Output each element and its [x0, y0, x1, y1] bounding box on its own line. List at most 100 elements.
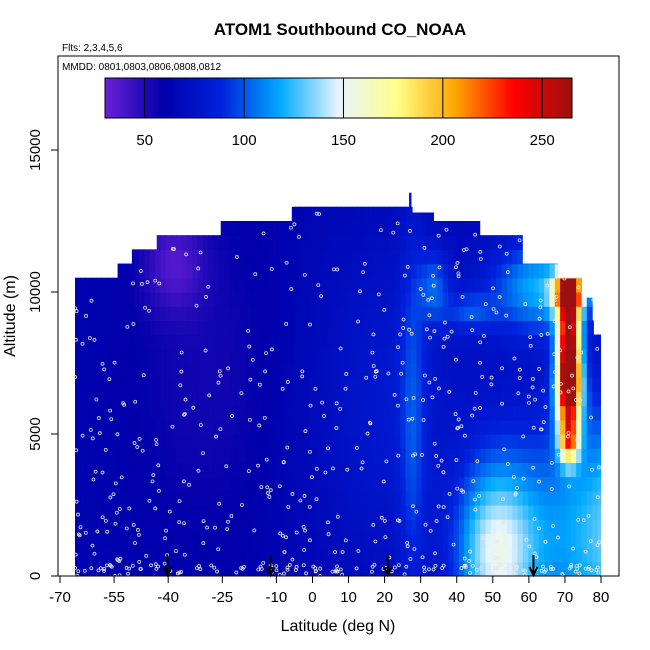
sample-point: [300, 369, 305, 374]
heatmap-cell: [154, 419, 161, 435]
sample-point: [82, 568, 87, 573]
heatmap-cell: [282, 249, 289, 265]
sample-point: [157, 489, 161, 493]
heatmap-cell: [357, 320, 364, 336]
heatmap-cell: [496, 235, 503, 250]
sample-point: [298, 498, 303, 503]
heatmap-cell: [512, 292, 519, 307]
heatmap-cell: [437, 419, 444, 435]
heatmap-cell: [426, 249, 433, 265]
heatmap-cell: [410, 334, 417, 350]
heatmap-cell: [533, 462, 540, 478]
heatmap-cell: [85, 263, 92, 279]
heatmap-cell: [512, 363, 519, 378]
y-tick-label: 5000: [27, 417, 44, 450]
heatmap-cell: [448, 434, 455, 449]
heatmap-cell: [149, 320, 156, 336]
heatmap-cell: [325, 192, 332, 208]
heatmap-cell: [464, 448, 471, 463]
heatmap-cell: [416, 519, 423, 534]
heatmap-cell: [490, 476, 497, 492]
heatmap-cell: [186, 306, 193, 321]
heatmap-cell: [128, 320, 135, 336]
heatmap-cell: [480, 221, 487, 236]
heatmap-cell: [298, 377, 305, 392]
heatmap-cell: [106, 277, 113, 293]
heatmap-cell: [320, 192, 327, 208]
x-tick-label: 60: [521, 589, 538, 606]
sample-point: [167, 509, 172, 514]
sample-point: [362, 261, 367, 266]
heatmap-cell: [165, 263, 172, 279]
heatmap-cell: [229, 348, 236, 364]
heatmap-cell: [384, 419, 391, 435]
heatmap-cell: [570, 462, 577, 478]
sample-point: [401, 317, 406, 322]
heatmap-cell: [218, 490, 225, 506]
heatmap-cell: [416, 462, 423, 478]
heatmap-cell: [389, 419, 396, 435]
x-tick-label: 80: [593, 589, 610, 606]
heatmap-cell: [474, 462, 481, 478]
heatmap-cell: [544, 277, 551, 293]
sample-point: [491, 286, 495, 291]
sample-point: [201, 519, 206, 524]
heatmap-cell: [533, 505, 540, 520]
sample-point: [89, 298, 94, 303]
heatmap-cell: [517, 377, 524, 392]
sample-point: [541, 388, 545, 393]
heatmap-cell: [240, 249, 247, 265]
sample-point: [566, 431, 571, 435]
heatmap-cell: [213, 348, 220, 364]
heatmap-cell: [394, 561, 401, 576]
sample-point: [373, 539, 378, 544]
sample-point: [384, 459, 389, 464]
heatmap-cell: [165, 519, 172, 534]
heatmap-cell: [506, 348, 513, 364]
heatmap-cell: [442, 277, 449, 293]
sample-point: [198, 250, 203, 255]
sample-point: [538, 427, 543, 432]
heatmap-cell: [442, 490, 449, 506]
heatmap-cell: [336, 363, 343, 378]
heatmap-cell: [176, 533, 183, 549]
heatmap-cell: [256, 448, 263, 463]
sample-point: [80, 341, 85, 346]
x-tick-label: -10: [266, 589, 288, 606]
heatmap-cell: [517, 405, 524, 421]
heatmap-cell: [517, 490, 524, 506]
heatmap-cell: [170, 306, 177, 321]
heatmap-cell: [325, 505, 332, 520]
sample-point: [491, 307, 496, 311]
sample-point: [441, 344, 446, 349]
heatmap-cell: [234, 561, 241, 576]
heatmap-cell: [426, 348, 433, 364]
heatmap-cell: [261, 419, 268, 435]
heatmap-cell: [437, 462, 444, 478]
heatmap-cell: [304, 561, 311, 576]
heatmap-cell: [197, 363, 204, 378]
heatmap-cell: [234, 334, 241, 350]
heatmap-cell: [501, 249, 508, 265]
sample-point: [541, 564, 545, 569]
heatmap-cell: [154, 263, 161, 279]
heatmap-cell: [357, 490, 364, 506]
heatmap-cell: [325, 263, 332, 279]
heatmap-cell: [538, 476, 545, 492]
sample-point: [137, 436, 142, 441]
heatmap-cell: [554, 476, 561, 492]
heatmap-cell: [453, 320, 460, 336]
heatmap-cell: [490, 334, 497, 350]
heatmap-cell: [208, 221, 215, 236]
sample-point: [570, 373, 574, 378]
sample-point: [109, 417, 114, 422]
heatmap-cell: [325, 221, 332, 236]
sample-point: [538, 305, 543, 310]
heatmap-cell: [218, 405, 225, 421]
sample-point: [447, 390, 452, 394]
heatmap-cell: [512, 277, 519, 293]
heatmap-cell: [506, 490, 513, 506]
heatmap-cell: [538, 377, 545, 392]
heatmap-cell: [544, 519, 551, 534]
heatmap-cell: [480, 561, 487, 576]
